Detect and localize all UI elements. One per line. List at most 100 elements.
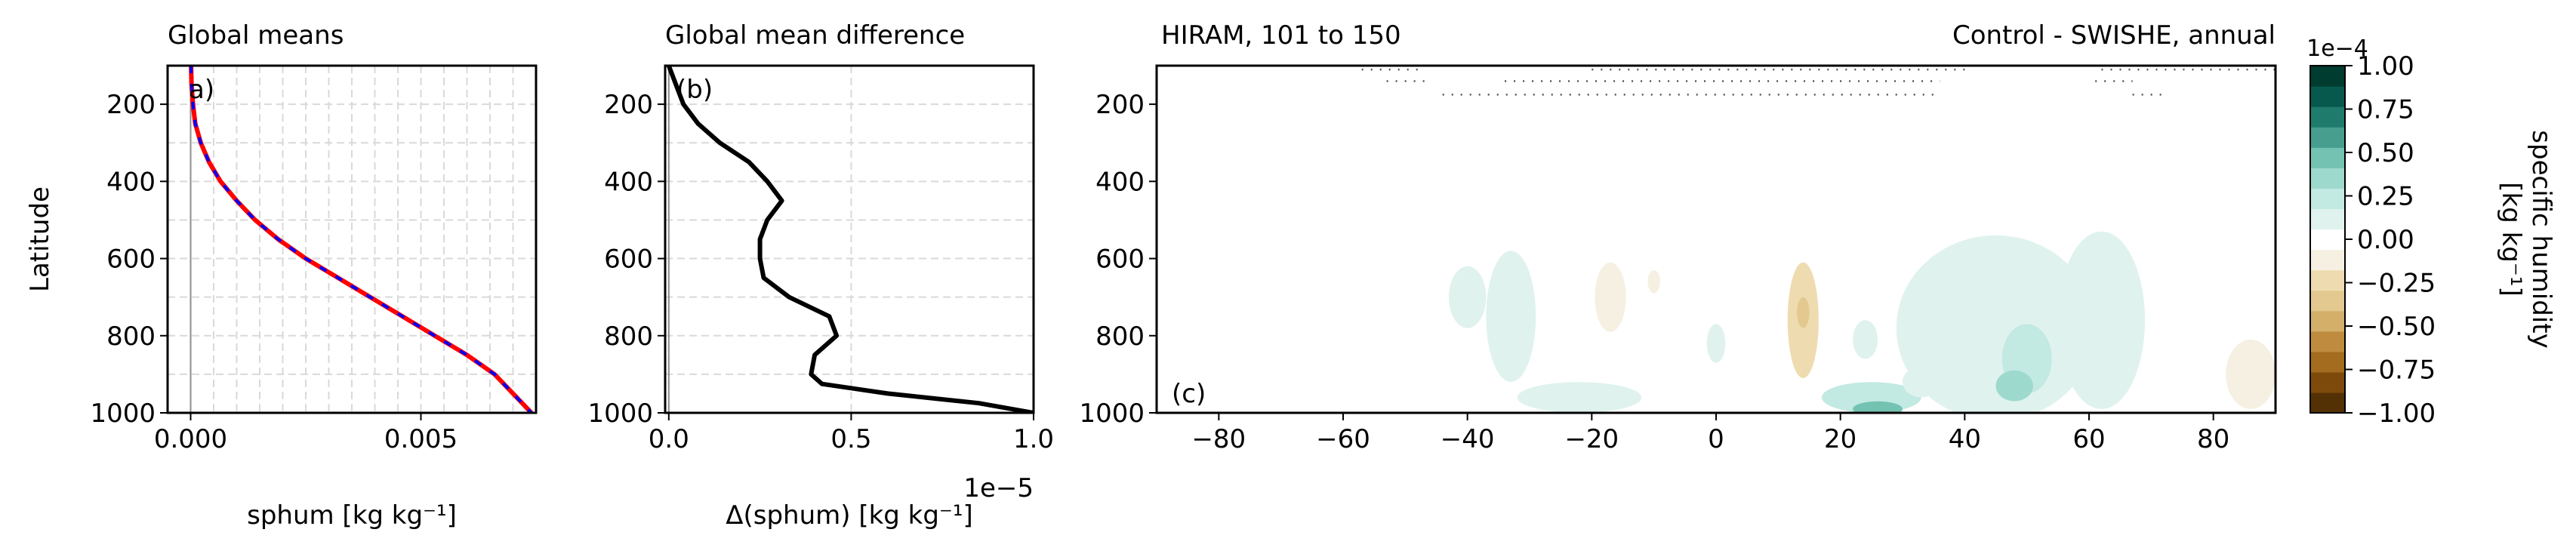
positive-anomaly-blob <box>1853 320 1878 359</box>
panel-c-xtick-label: −40 <box>1441 424 1495 454</box>
colorbar-ticks: −1.00 −0.75 −0.50 −0.25 0.00 0.25 0.50 0.75 1.00 <box>2345 51 2436 429</box>
negative-anomaly-blob <box>1595 262 1626 332</box>
positive-anomaly-blob <box>1449 266 1487 328</box>
panel-c-xtick-label: −20 <box>1564 424 1619 454</box>
panel-a-ytick-label: 400 <box>106 167 156 197</box>
colorbar-tick-label: 0.25 <box>2357 182 2414 212</box>
panel-b-xtick-label: 1.0 <box>1013 424 1054 454</box>
colorbar-tick-label: 0.50 <box>2357 138 2414 168</box>
panel-c-ticks: 200 400 600 800 1000 −80 −60 −40 −20 0 20 40 60 80 <box>1079 90 2229 454</box>
negative-anomaly-blob <box>1631 355 1640 363</box>
panel-b-ytick-label: 1000 <box>587 399 653 429</box>
panel-c-ytick-label: 600 <box>1095 245 1145 275</box>
panel-b-ytick-label: 800 <box>604 322 653 352</box>
panel-a-frame <box>166 64 538 414</box>
panel-c-xtick-label: −80 <box>1191 424 1246 454</box>
colorbar-cell <box>2310 392 2345 414</box>
positive-anomaly-blob <box>1853 401 1903 413</box>
panel-c-xtick-label: 0 <box>1708 424 1724 454</box>
colorbar-tick-label: 0.75 <box>2357 95 2414 125</box>
panel-c: 200 400 600 800 1000 −80 −60 −40 −20 0 20 40 60 80 HI… <box>1079 20 2277 454</box>
colorbar-cell <box>2310 331 2345 352</box>
positive-anomaly-blob <box>1903 366 1940 398</box>
colorbar-cell <box>2310 127 2345 148</box>
panel-b-plot-area <box>666 66 1034 413</box>
panel-a-ytick-label: 800 <box>106 322 156 352</box>
panel-a-xlabel: sphum [kg kg⁻¹] <box>247 500 457 531</box>
colorbar-cell <box>2310 168 2345 189</box>
panel-a-ytick-label: 200 <box>106 90 156 120</box>
colorbar-label-line1: specific humidity <box>2526 130 2556 348</box>
positive-anomaly-blob <box>2057 231 2146 409</box>
panel-c-xtick-label: 20 <box>1824 424 1857 454</box>
panel-c-plot-area <box>1361 68 2276 413</box>
panel-c-ytick-label: 400 <box>1095 167 1145 197</box>
panel-b-xtick-label: 0.0 <box>649 424 689 454</box>
colorbar-cell <box>2310 249 2345 271</box>
panel-b-xtick-label: 0.5 <box>830 424 871 454</box>
colorbar-tick-label: 0.00 <box>2357 225 2414 255</box>
colorbar-cell <box>2310 208 2345 230</box>
colorbar-cell <box>2310 290 2345 312</box>
panel-a-grid <box>167 65 536 414</box>
colorbar-tick-label: −1.00 <box>2357 399 2436 429</box>
panel-b-grid <box>665 65 1034 414</box>
panel-b-ytick-label: 200 <box>604 90 653 120</box>
panel-c-title: HIRAM, 101 to 150 <box>1161 20 1401 51</box>
panel-a-ytick-label: 1000 <box>90 399 156 429</box>
colorbar-cell <box>2310 229 2345 251</box>
panel-a-title: Global means <box>168 20 344 51</box>
panel-a-xtick-label: 0.000 <box>154 424 227 454</box>
panel-b-ytick-label: 400 <box>604 167 653 197</box>
panel-c-ytick-label: 200 <box>1095 90 1145 120</box>
panel-c-xtick-label: 80 <box>2197 424 2229 454</box>
panel-c-xtick-label: 40 <box>1949 424 1981 454</box>
negative-anomaly-blob <box>1647 269 1660 294</box>
colorbar-cell <box>2310 310 2345 332</box>
positive-anomaly-blob <box>1486 251 1536 383</box>
panel-a-ylabel: Latitude <box>25 186 55 292</box>
panel-a-xtick-label: 0.005 <box>384 424 458 454</box>
panel-b-series-line <box>666 66 1034 413</box>
colorbar-cells <box>2310 66 2345 414</box>
colorbar-cell <box>2310 269 2345 291</box>
negative-anomaly-blob <box>1797 297 1810 328</box>
negative-anomaly-blob <box>2226 339 2276 409</box>
panel-b-title: Global mean difference <box>665 20 965 51</box>
panel-a-label: a) <box>189 75 214 105</box>
colorbar-tick-label: −0.75 <box>2357 355 2436 386</box>
positive-anomaly-blob <box>1706 324 1726 363</box>
colorbar-cell <box>2310 147 2345 168</box>
colorbar-tick-label: 1.00 <box>2357 51 2414 82</box>
panel-c-title-right: Control - SWISHE, annual <box>1952 20 2276 51</box>
panel-b-offset-text: 1e−5 <box>963 473 1034 503</box>
panel-a-ytick-label: 600 <box>106 245 156 275</box>
colorbar-offset-text: 1e−4 <box>2306 35 2368 62</box>
colorbar-tick-label: −0.50 <box>2357 312 2436 342</box>
panel-a-plot-area <box>189 66 534 413</box>
panel-c-xtick-label: −60 <box>1316 424 1370 454</box>
colorbar-label-line2: [kg kg⁻¹] <box>2496 182 2526 296</box>
panel-b-frame <box>664 64 1035 414</box>
panel-b-xlabel: Δ(sphum) [kg kg⁻¹] <box>726 500 973 531</box>
colorbar-cell <box>2310 351 2345 373</box>
colorbar-cell <box>2310 86 2345 107</box>
colorbar-cell <box>2310 66 2345 87</box>
colorbar: −1.00 −0.75 −0.50 −0.25 0.00 0.25 0.50 0.75 1.00… <box>2306 35 2556 429</box>
positive-anomaly-blob <box>1517 382 1642 413</box>
colorbar-cell <box>2310 371 2345 393</box>
positive-anomaly-blob <box>1995 370 2033 402</box>
panel-c-ytick-label: 800 <box>1095 322 1145 352</box>
panel-c-ytick-label: 1000 <box>1079 399 1145 429</box>
panel-c-xtick-label: 60 <box>2072 424 2105 454</box>
colorbar-cell <box>2310 188 2345 210</box>
panel-a-series-dashed <box>190 66 533 413</box>
colorbar-tick-label: −0.25 <box>2357 269 2436 299</box>
panel-c-label: (c) <box>1172 379 1206 409</box>
panel-b-ytick-label: 600 <box>604 245 653 275</box>
